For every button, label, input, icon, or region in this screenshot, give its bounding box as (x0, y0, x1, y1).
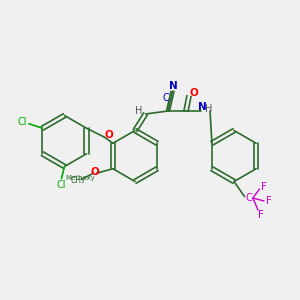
Text: F: F (261, 182, 267, 193)
Text: C: C (163, 92, 169, 103)
Text: H: H (205, 103, 212, 114)
Text: O: O (91, 167, 99, 177)
Text: Cl: Cl (18, 117, 27, 127)
Text: C: C (246, 193, 252, 203)
Text: N: N (197, 102, 206, 112)
Text: CH₃: CH₃ (71, 176, 85, 185)
Text: O: O (105, 130, 114, 140)
Text: Methoxy: Methoxy (65, 175, 95, 181)
Text: O: O (189, 88, 198, 98)
Text: F: F (266, 196, 272, 206)
Text: H: H (135, 106, 142, 116)
Text: Cl: Cl (57, 180, 66, 190)
Text: F: F (258, 210, 264, 220)
Text: N: N (169, 81, 178, 92)
